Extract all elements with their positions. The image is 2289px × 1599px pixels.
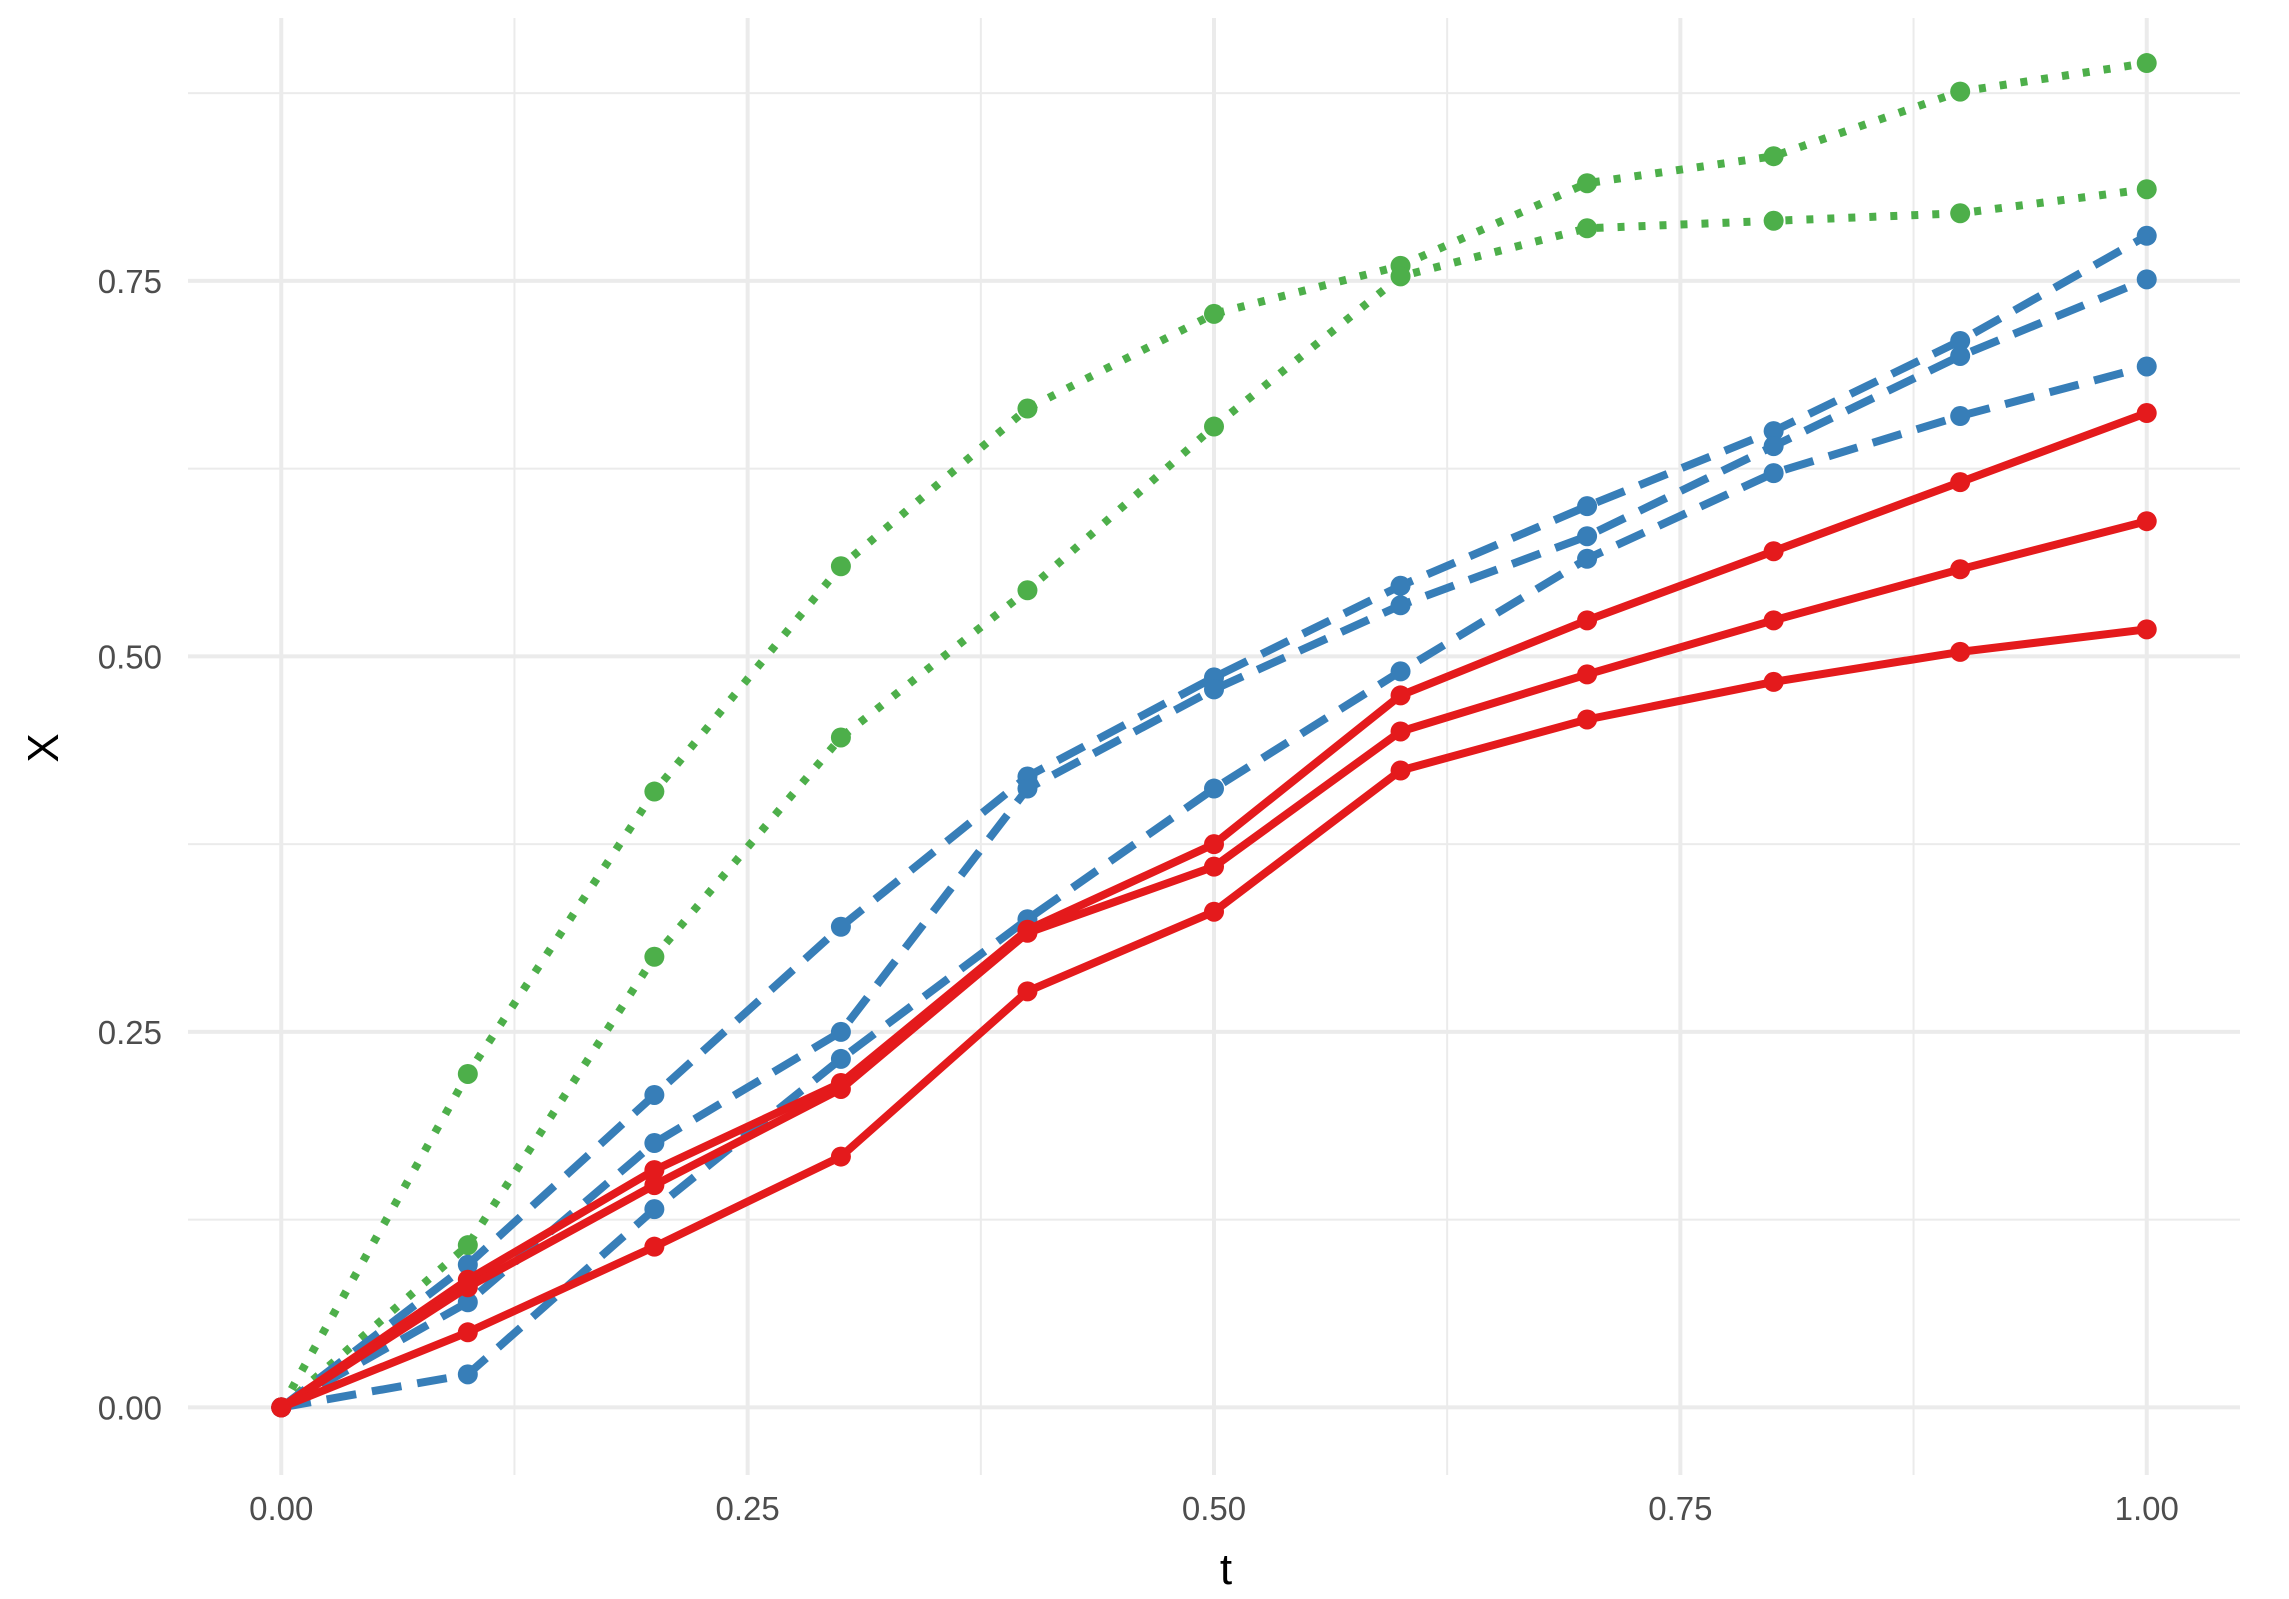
data-point	[644, 1160, 665, 1181]
data-point	[1577, 548, 1598, 569]
data-point	[457, 1063, 478, 1084]
series-blue-4	[271, 269, 2157, 1418]
major-gridlines	[188, 18, 2240, 1475]
series-red-7	[271, 511, 2157, 1418]
data-point	[830, 1146, 851, 1167]
data-point	[1204, 679, 1224, 700]
x-axis-tick-labels: 0.00 0.25 0.50 0.75 1.00	[249, 1490, 2179, 1527]
data-point	[457, 1277, 478, 1298]
data-point	[1204, 303, 1224, 324]
series-line	[280, 362, 2148, 1412]
data-point	[1950, 472, 1971, 493]
y-axis-tick-labels: 0.00 0.25 0.50 0.75	[98, 263, 162, 1427]
data-point	[830, 1048, 851, 1069]
data-point	[1390, 661, 1411, 682]
data-point	[1577, 526, 1598, 547]
data-point	[457, 1235, 478, 1256]
data-point	[1763, 421, 1784, 442]
data-point	[830, 1021, 851, 1042]
data-point	[1204, 834, 1224, 855]
y-axis-title: X	[19, 733, 68, 762]
data-point	[830, 1078, 851, 1099]
data-point	[457, 1364, 478, 1385]
data-point	[2136, 511, 2157, 532]
data-point	[1390, 760, 1411, 781]
data-point	[644, 1175, 665, 1196]
x-tick-label: 0.25	[716, 1490, 780, 1527]
data-point	[1577, 709, 1598, 730]
series-green-2	[271, 179, 2157, 1418]
data-point	[1017, 778, 1038, 799]
y-tick-label: 0.50	[98, 638, 162, 675]
data-point	[271, 1397, 292, 1418]
series-line	[279, 275, 2149, 1411]
data-point	[2136, 179, 2157, 200]
x-tick-label: 0.50	[1182, 1490, 1246, 1527]
data-point	[1390, 575, 1411, 596]
data-point	[1763, 210, 1784, 231]
data-point	[1017, 580, 1038, 601]
series-layer	[271, 53, 2157, 1418]
data-point	[1390, 266, 1411, 287]
data-point	[1763, 541, 1784, 562]
y-tick-label: 0.25	[98, 1014, 162, 1051]
data-point	[644, 781, 665, 802]
data-point	[1577, 496, 1598, 517]
data-point	[1577, 173, 1598, 194]
x-tick-label: 1.00	[2115, 1490, 2179, 1527]
data-point	[2136, 53, 2157, 74]
y-tick-label: 0.75	[98, 263, 162, 300]
data-point	[1204, 856, 1224, 877]
data-point	[1204, 901, 1224, 922]
data-point	[1017, 398, 1038, 419]
series-blue-3	[271, 225, 2157, 1418]
data-point	[1763, 671, 1784, 692]
y-tick-label: 0.00	[98, 1389, 162, 1426]
data-point	[2136, 269, 2157, 290]
data-point	[1390, 721, 1411, 742]
data-point	[1950, 406, 1971, 427]
data-point	[1950, 345, 1971, 366]
data-point	[2136, 619, 2157, 640]
data-point	[644, 1236, 665, 1257]
data-point	[457, 1322, 478, 1343]
series-line	[278, 232, 2149, 1411]
data-point	[830, 556, 851, 577]
data-point	[1204, 416, 1224, 437]
x-tick-label: 0.75	[1648, 1490, 1712, 1527]
data-point	[1017, 922, 1038, 943]
data-point	[644, 1084, 665, 1105]
data-point	[2136, 403, 2157, 424]
data-point	[644, 1199, 665, 1220]
data-point	[2136, 356, 2157, 377]
x-tick-label: 0.00	[249, 1490, 313, 1527]
data-point	[644, 946, 665, 967]
data-point	[1763, 463, 1784, 484]
data-point	[1204, 778, 1224, 799]
data-point	[1763, 436, 1784, 457]
x-axis-title: t	[1220, 1545, 1232, 1594]
series-red-8	[271, 619, 2157, 1418]
data-point	[644, 1133, 665, 1154]
data-point	[1950, 203, 1971, 224]
data-point	[457, 1292, 478, 1313]
data-point	[1577, 664, 1598, 685]
data-point	[2136, 225, 2157, 246]
data-point	[1950, 330, 1971, 351]
data-point	[1950, 559, 1971, 580]
data-point	[1390, 685, 1411, 706]
data-point	[457, 1254, 478, 1275]
data-point	[1950, 641, 1971, 662]
data-point	[1763, 610, 1784, 631]
data-point	[1017, 981, 1038, 1002]
data-point	[830, 727, 851, 748]
data-point	[830, 916, 851, 937]
data-point	[1577, 218, 1598, 239]
data-point	[1577, 610, 1598, 631]
data-point	[1950, 81, 1971, 102]
data-point	[1763, 146, 1784, 167]
data-point	[1390, 595, 1411, 616]
